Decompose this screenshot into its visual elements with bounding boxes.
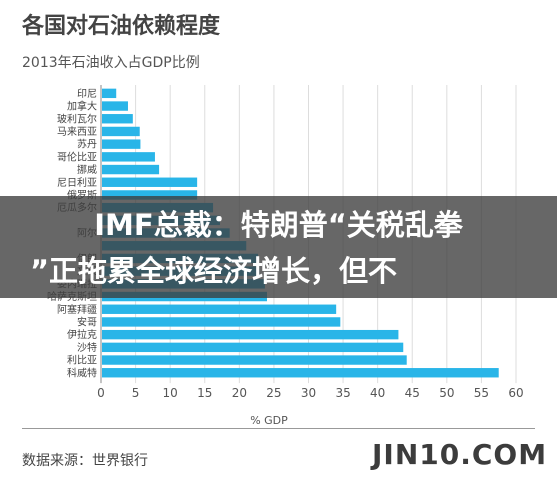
- category-label: 加拿大: [67, 100, 97, 113]
- bar: [102, 368, 499, 378]
- category-label: 伊拉克: [67, 328, 97, 341]
- x-tick-label: 40: [370, 386, 385, 400]
- category-label: 安哥: [77, 315, 97, 328]
- category-label: 印尼: [77, 88, 97, 100]
- category-label: 科威特: [67, 366, 97, 379]
- x-tick-label: 5: [132, 386, 140, 400]
- category-label: 挪威: [77, 163, 97, 176]
- category-label: 沙特: [77, 342, 97, 354]
- bar: [102, 101, 128, 111]
- x-tick-label: 60: [508, 386, 523, 400]
- bar: [102, 317, 341, 327]
- bar: [102, 177, 198, 187]
- x-axis-label: % GDP: [250, 414, 288, 427]
- x-tick-label: 10: [163, 386, 178, 400]
- bar: [102, 114, 133, 124]
- x-tick-label: 20: [232, 386, 247, 400]
- x-tick-label: 35: [335, 386, 350, 400]
- bar: [102, 304, 337, 314]
- category-label: 哥伦比亚: [57, 150, 97, 163]
- bar: [102, 342, 404, 353]
- category-label: 利比亚: [67, 355, 97, 367]
- x-tick-label: 45: [405, 386, 420, 400]
- footer-divider: [22, 428, 535, 429]
- x-tick-label: 50: [439, 386, 454, 400]
- headline-line-1: IMF总裁：特朗普“关税乱拳: [94, 208, 463, 242]
- bar: [102, 152, 155, 162]
- bar: [102, 139, 141, 149]
- x-tick-label: 30: [301, 386, 316, 400]
- x-tick-label: 15: [197, 386, 212, 400]
- data-source: 数据来源：世界银行: [22, 453, 148, 469]
- chart-title: 各国对石油依赖程度: [22, 14, 221, 39]
- x-tick-label: 55: [474, 386, 489, 400]
- headline-line-2: ”正拖累全球经济增长，但不: [30, 254, 398, 288]
- category-label: 玻利瓦尔: [57, 112, 97, 125]
- category-label: 阿塞拜疆: [57, 303, 97, 316]
- bar: [102, 190, 198, 200]
- bar: [102, 355, 407, 365]
- bar: [102, 164, 160, 175]
- jin10-logo: JIN10.COM: [372, 438, 548, 471]
- bar: [102, 88, 117, 99]
- category-label: 马来西亚: [57, 126, 97, 138]
- category-label: 苏丹: [77, 138, 97, 151]
- bar: [102, 126, 140, 137]
- x-tick-label: 25: [266, 386, 281, 400]
- chart-subtitle: 2013年石油收入占GDP比例: [22, 55, 200, 71]
- headline-overlay[interactable]: IMF总裁：特朗普“关税乱拳 ”正拖累全球经济增长，但不: [0, 196, 557, 298]
- x-tick-label: 0: [97, 386, 105, 400]
- category-label: 尼日利亚: [57, 177, 97, 189]
- bar: [102, 329, 399, 340]
